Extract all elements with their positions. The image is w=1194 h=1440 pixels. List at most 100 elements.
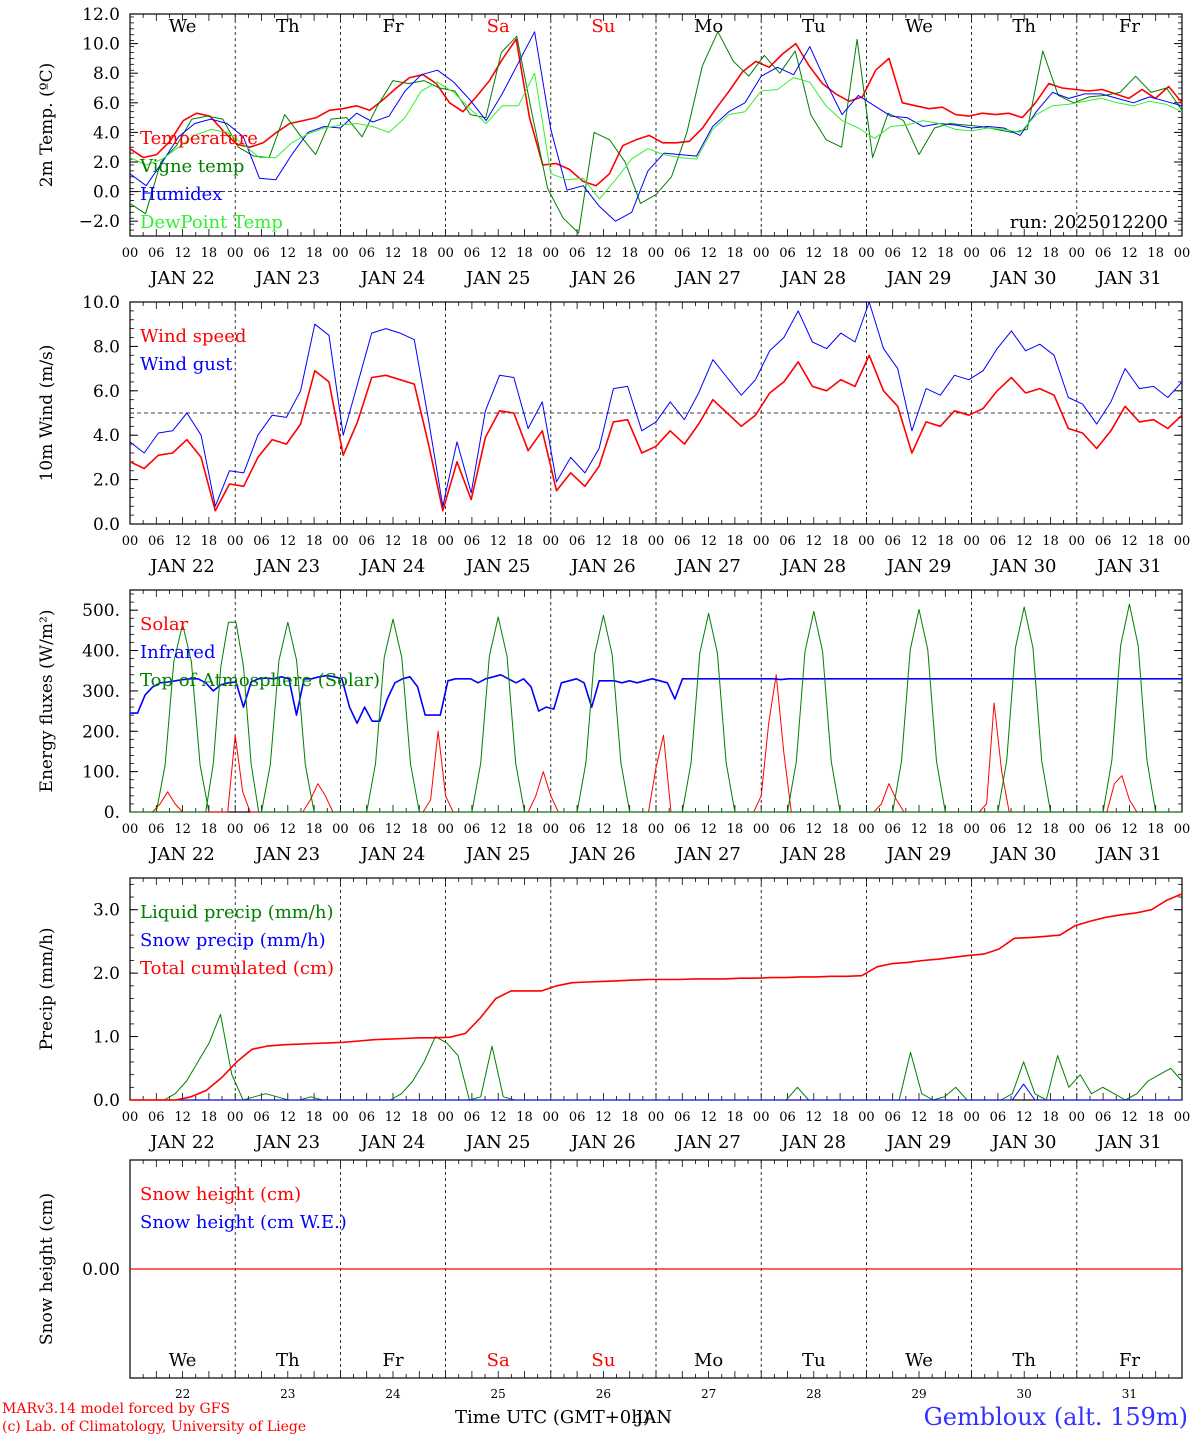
x-hour-label: 00 — [648, 822, 665, 837]
x-hour-label: 00 — [1174, 1110, 1191, 1125]
x-hour-label: 18 — [832, 1110, 849, 1125]
x-hour-label: 12 — [490, 534, 507, 549]
weekday-label-bottom: Fr — [382, 1350, 403, 1371]
x-hour-label: 06 — [674, 1110, 691, 1125]
day-number-label: 28 — [806, 1387, 821, 1401]
x-hour-label: 06 — [884, 534, 901, 549]
x-hour-label: 06 — [779, 1110, 796, 1125]
legend-entry: Wind speed — [140, 326, 246, 347]
x-hour-label: 00 — [227, 246, 244, 261]
y-tick-label: 400. — [82, 642, 120, 662]
legend-entry: Solar — [140, 614, 189, 635]
x-hour-label: 18 — [201, 1110, 218, 1125]
weekday-label: Tu — [802, 16, 826, 37]
x-day-label: JAN 29 — [885, 1132, 952, 1153]
x-hour-label: 12 — [174, 534, 191, 549]
x-day-label: JAN 25 — [464, 1132, 531, 1153]
x-hour-label: 12 — [280, 246, 297, 261]
x-hour-label: 00 — [227, 1110, 244, 1125]
x-day-label: JAN 26 — [569, 556, 636, 577]
x-hour-label: 12 — [280, 1110, 297, 1125]
legend-entry: Humidex — [140, 184, 222, 205]
weekday-label: Th — [276, 16, 300, 37]
x-day-label: JAN 25 — [464, 268, 531, 289]
x-hour-label: 18 — [1147, 534, 1164, 549]
x-hour-label: 18 — [937, 822, 954, 837]
x-hour-label: 00 — [858, 534, 875, 549]
y-axis-label: Energy fluxes (W/m²) — [37, 610, 57, 793]
series-line-total-cumulated-cm- — [130, 893, 1183, 1101]
x-hour-label: 00 — [543, 822, 560, 837]
x-hour-label: 00 — [437, 822, 454, 837]
y-tick-label: 8.0 — [93, 337, 120, 357]
x-hour-label: 12 — [911, 822, 928, 837]
x-day-label: JAN 27 — [674, 556, 741, 577]
x-hour-label: 18 — [1042, 246, 1059, 261]
day-number-label: 24 — [385, 1387, 401, 1401]
x-hour-label: 00 — [1069, 822, 1086, 837]
y-tick-label: 10.0 — [82, 293, 120, 313]
weekday-label: Su — [591, 16, 615, 37]
x-day-label: JAN 28 — [780, 268, 847, 289]
x-hour-label: 06 — [253, 822, 270, 837]
weekday-label-bottom: Mo — [694, 1350, 723, 1371]
y-tick-label: 6.0 — [93, 94, 120, 114]
x-hour-label: 00 — [963, 534, 980, 549]
legend-entry: Top of Atmosphere (Solar) — [140, 670, 380, 691]
weekday-label: Sa — [487, 16, 510, 37]
series-line-wind-gust — [129, 301, 1183, 507]
y-tick-label: 4.0 — [93, 426, 120, 446]
x-hour-label: 18 — [201, 822, 218, 837]
x-hour-label: 00 — [1069, 1110, 1086, 1125]
legend-entry: Snow height (cm W.E.) — [140, 1212, 347, 1233]
weekday-label: Fr — [1119, 16, 1140, 37]
x-hour-label: 18 — [727, 534, 744, 549]
x-day-label: JAN 31 — [1095, 556, 1162, 577]
y-tick-label: 6.0 — [93, 382, 120, 402]
x-hour-label: 12 — [595, 1110, 612, 1125]
x-hour-label: 12 — [174, 246, 191, 261]
y-tick-label: 0.0 — [93, 515, 120, 535]
x-hour-label: 00 — [963, 1110, 980, 1125]
x-hour-label: 18 — [1042, 1110, 1059, 1125]
footer-model: MARv3.14 model forced by GFS — [2, 1401, 231, 1417]
x-hour-label: 00 — [858, 1110, 875, 1125]
x-hour-label: 06 — [884, 1110, 901, 1125]
x-hour-label: 00 — [122, 1110, 139, 1125]
x-hour-label: 06 — [358, 534, 375, 549]
x-hour-label: 00 — [963, 822, 980, 837]
x-hour-label: 00 — [332, 534, 349, 549]
x-hour-label: 06 — [358, 822, 375, 837]
x-hour-label: 12 — [1016, 822, 1033, 837]
x-hour-label: 00 — [753, 1110, 770, 1125]
x-hour-label: 18 — [1042, 534, 1059, 549]
x-hour-label: 12 — [700, 1110, 717, 1125]
x-hour-label: 06 — [674, 534, 691, 549]
x-hour-label: 06 — [674, 822, 691, 837]
x-axis-title: Time UTC (GMT+0h) — [455, 1407, 650, 1428]
x-hour-label: 12 — [1121, 246, 1138, 261]
x-hour-label: 06 — [253, 534, 270, 549]
y-tick-label: 300. — [82, 682, 120, 702]
x-hour-label: 18 — [937, 534, 954, 549]
x-hour-label: 00 — [648, 534, 665, 549]
weekday-label: We — [905, 16, 933, 37]
x-day-label: JAN 23 — [254, 844, 321, 865]
weekday-label-bottom: Tu — [802, 1350, 826, 1371]
y-tick-label: 8.0 — [93, 64, 120, 84]
y-tick-label: 2.0 — [93, 964, 120, 984]
station-label: Gembloux (alt. 159m) — [923, 1403, 1188, 1431]
x-hour-label: 06 — [779, 534, 796, 549]
series-line-vigne-temp — [129, 31, 1183, 234]
x-hour-label: 00 — [963, 246, 980, 261]
series-line-dewpoint-temp — [129, 72, 1183, 200]
x-day-label: JAN 26 — [569, 1132, 636, 1153]
x-hour-label: 12 — [1121, 534, 1138, 549]
x-hour-label: 12 — [385, 1110, 402, 1125]
x-hour-label: 06 — [674, 246, 691, 261]
x-day-label: JAN 27 — [674, 268, 741, 289]
x-hour-label: 00 — [858, 246, 875, 261]
weekday-label: Th — [1012, 16, 1036, 37]
x-hour-label: 12 — [385, 246, 402, 261]
